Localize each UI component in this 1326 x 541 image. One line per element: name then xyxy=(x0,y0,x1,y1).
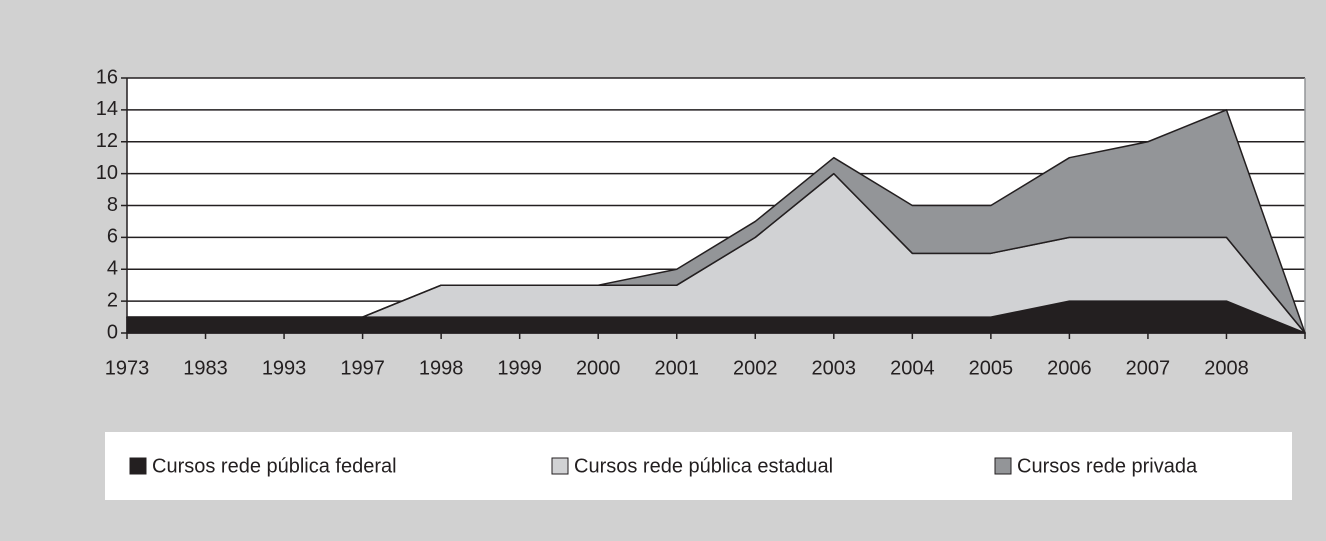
x-tick-label: 1983 xyxy=(183,357,228,379)
y-tick-label: 14 xyxy=(96,98,118,120)
x-tick-label: 2006 xyxy=(1047,357,1092,379)
x-tick-label: 2001 xyxy=(654,357,699,379)
x-tick-label: 1999 xyxy=(497,357,542,379)
y-tick-label: 4 xyxy=(107,258,118,280)
x-tick-label: 2004 xyxy=(890,357,935,379)
x-tick-label: 1997 xyxy=(340,357,385,379)
y-tick-label: 16 xyxy=(96,66,118,88)
x-tick-label: 2005 xyxy=(969,357,1014,379)
y-tick-label: 0 xyxy=(107,321,118,343)
x-tick-label: 1973 xyxy=(105,357,150,379)
legend-label: Cursos rede privada xyxy=(1017,455,1198,477)
legend-swatch xyxy=(551,457,569,475)
legend-label: Cursos rede pública federal xyxy=(152,455,397,477)
y-tick-label: 12 xyxy=(96,130,118,152)
x-tick-label: 1993 xyxy=(262,357,307,379)
y-tick-label: 8 xyxy=(107,194,118,216)
x-tick-label: 2003 xyxy=(812,357,857,379)
y-tick-label: 6 xyxy=(107,226,118,248)
legend-box xyxy=(105,432,1292,500)
legend-label: Cursos rede pública estadual xyxy=(574,455,833,477)
x-tick-label: 1998 xyxy=(419,357,464,379)
y-tick-label: 10 xyxy=(96,162,118,184)
x-tick-label: 2002 xyxy=(733,357,778,379)
x-tick-label: 2000 xyxy=(576,357,621,379)
x-tick-label: 2008 xyxy=(1204,357,1249,379)
legend-swatch xyxy=(994,457,1012,475)
y-tick-label: 2 xyxy=(107,289,118,311)
legend-swatch xyxy=(129,457,147,475)
x-tick-label: 2007 xyxy=(1126,357,1171,379)
